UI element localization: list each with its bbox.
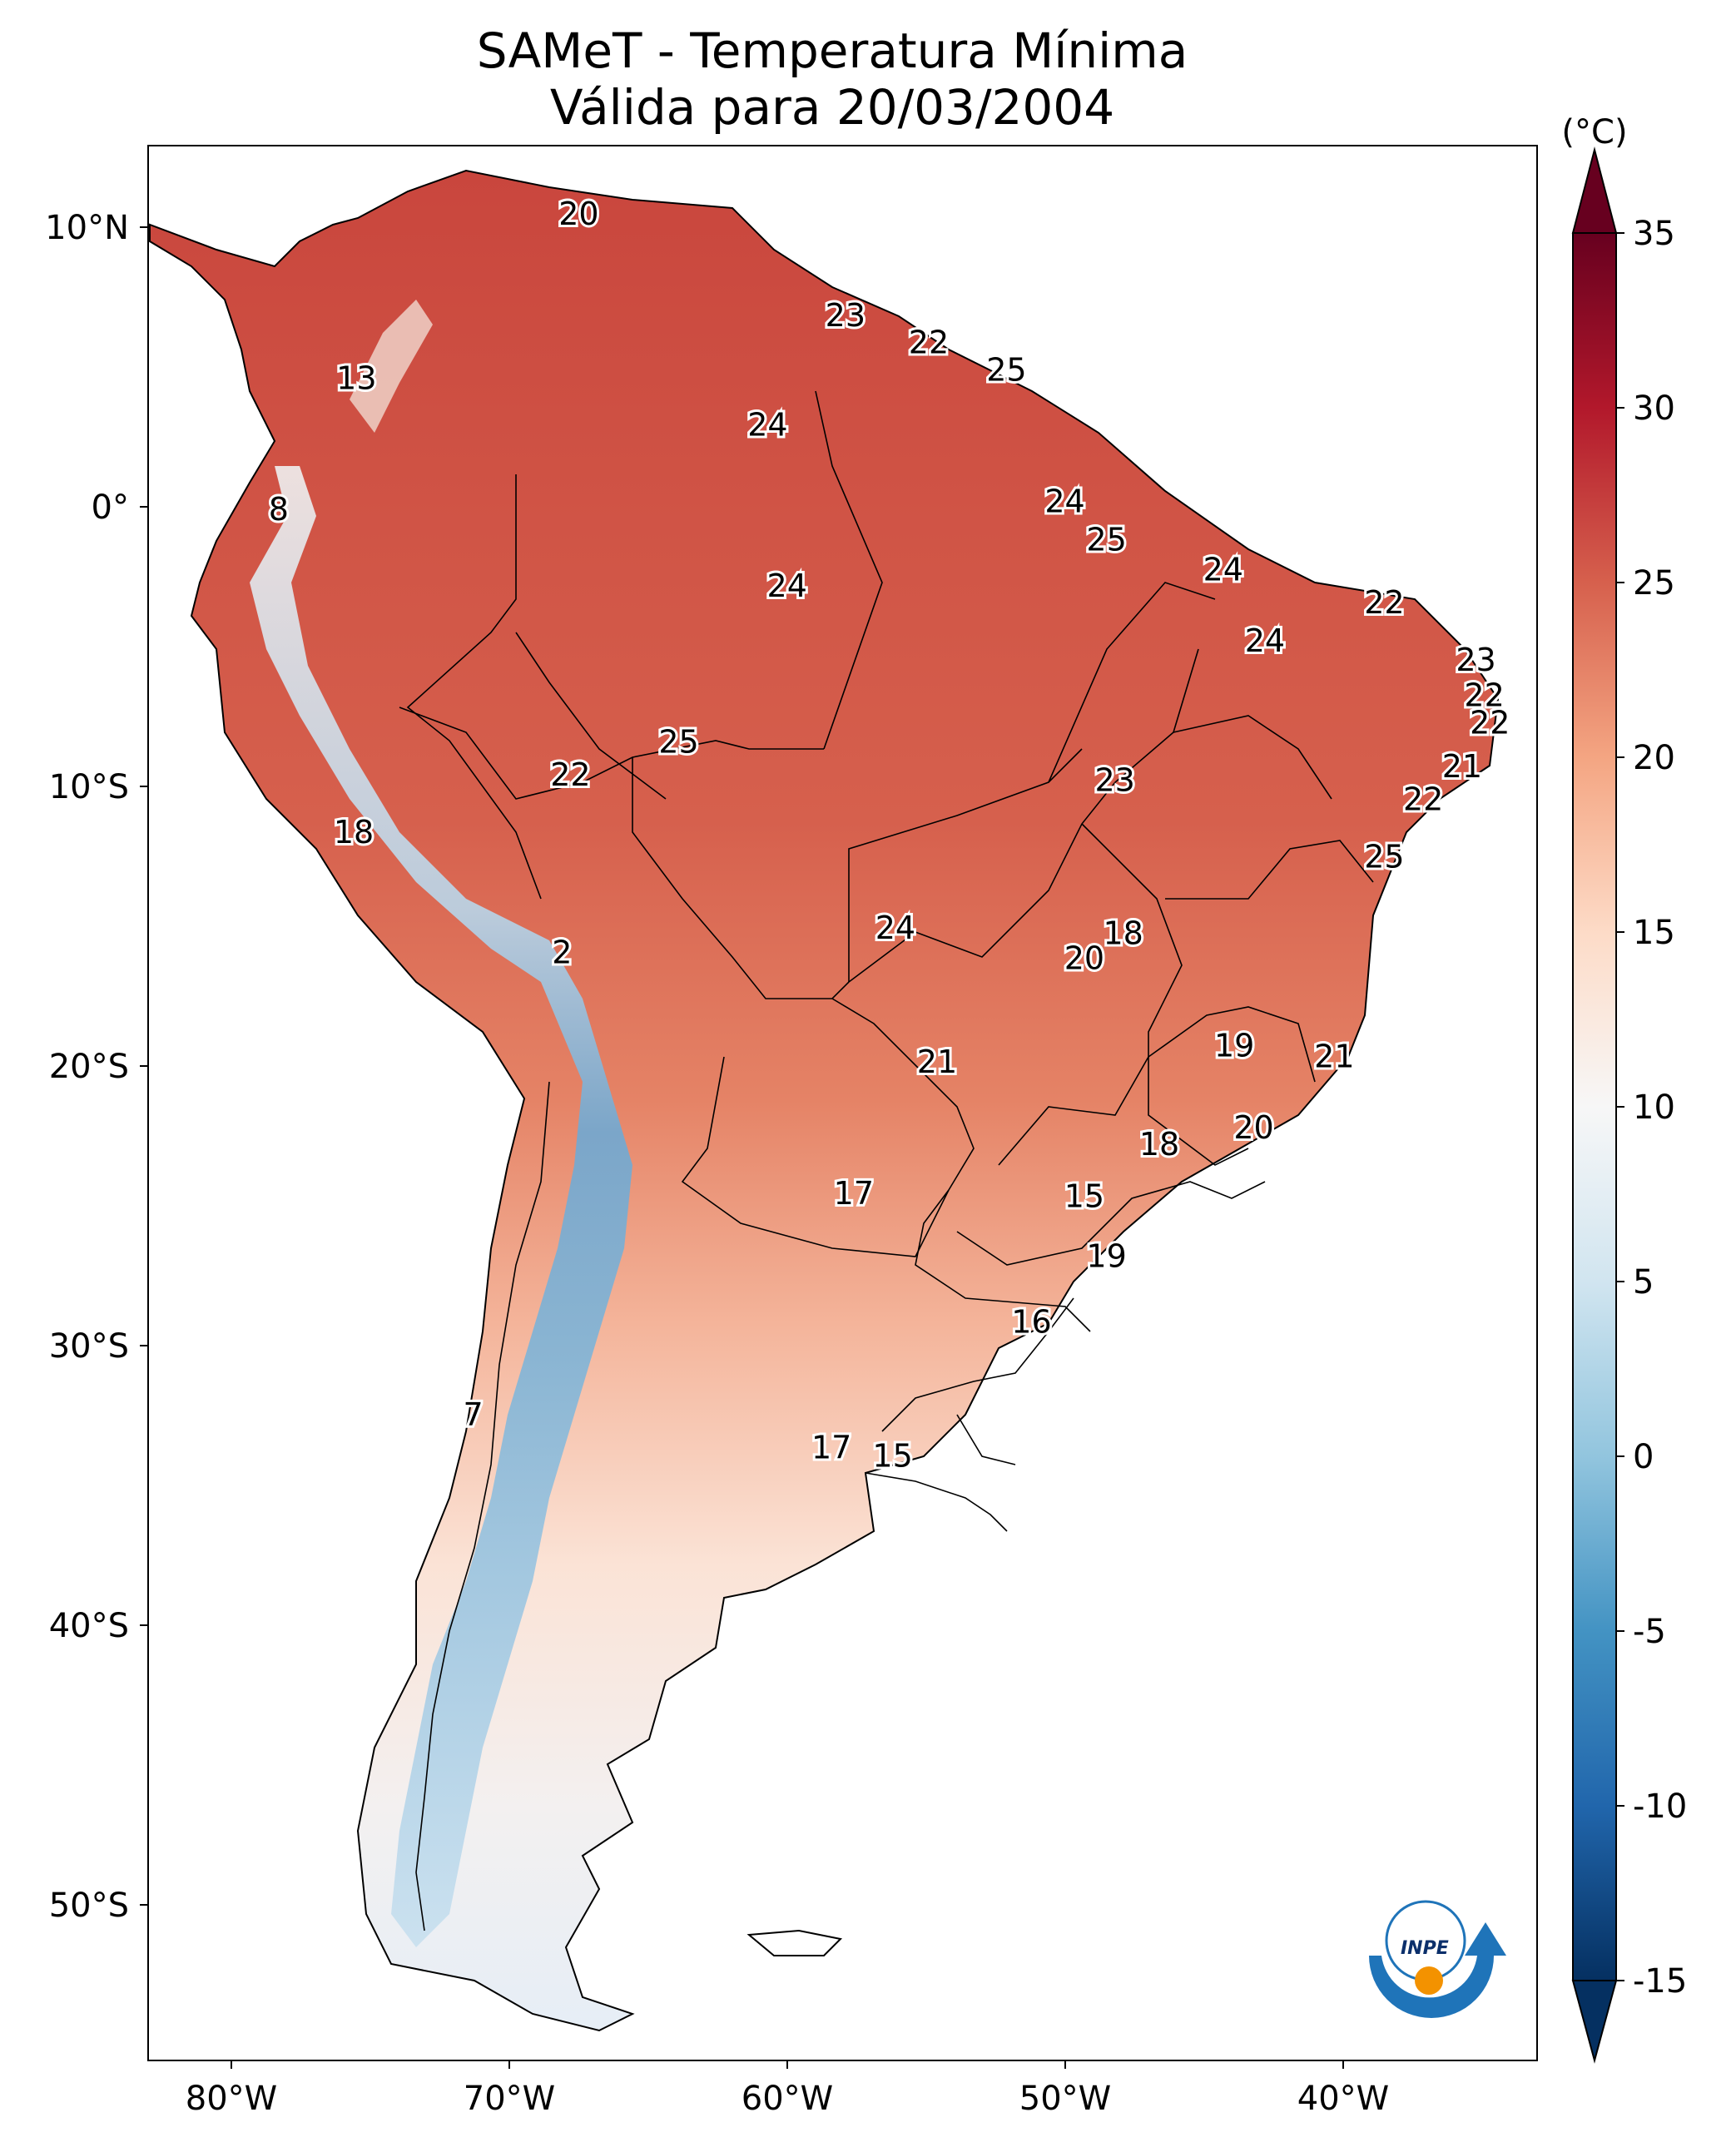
colorbar-unit: (°C) (1561, 113, 1627, 151)
station-temperature-label: 15 (872, 1438, 912, 1475)
lat-tick-label: 50°S (49, 1887, 129, 1925)
colorbar-tick-label: -5 (1633, 1613, 1666, 1651)
station-temperature-label: 25 (658, 724, 698, 761)
station-temperature-label: 15 (1064, 1178, 1104, 1214)
colorbar-tick-label: -15 (1633, 1962, 1687, 2001)
station-temperature-label: 22 (550, 756, 590, 793)
political-borders (399, 390, 1374, 1532)
station-temperature-label: 18 (1103, 915, 1143, 952)
inpe-logo: INPE (1369, 1900, 1506, 2018)
map-frame (147, 145, 1538, 2061)
station-temperature-label: 18 (334, 814, 374, 850)
colorbar-tick-label: 5 (1633, 1263, 1654, 1302)
colorbar-tick-label: 35 (1633, 215, 1675, 253)
colorbar-tick-label: 20 (1633, 739, 1675, 777)
station-temperature-label: 22 (1403, 781, 1443, 818)
station-temperature-label: 23 (1094, 762, 1134, 799)
station-temperature-label: 21 (1442, 748, 1482, 785)
colorbar-bottom-extend (1571, 1980, 1618, 2064)
station-temperature-label: 20 (1064, 940, 1104, 976)
station-temperature-label: 21 (917, 1044, 957, 1080)
station-temperature-label: 20 (558, 196, 598, 232)
lat-tick-label: 10°N (45, 209, 129, 247)
station-temperature-label: 19 (1086, 1238, 1126, 1275)
station-temperature-label: 23 (1456, 642, 1495, 678)
lat-tick-label: 40°S (49, 1607, 129, 1645)
station-temperature-label: 24 (1245, 622, 1285, 659)
station-temperature-label: 19 (1214, 1027, 1254, 1064)
station-temperature-label: 25 (1364, 839, 1404, 875)
logo-text: INPE (1401, 1938, 1449, 1959)
map-title: SAMeT - Temperatura Mínima (476, 22, 1188, 79)
station-temperature-label: 24 (747, 406, 787, 443)
station-temperature-label: 23 (826, 297, 866, 334)
lat-tick-label: 30°S (49, 1327, 129, 1366)
station-temperature-label: 17 (834, 1175, 874, 1212)
colorbar-tick-label: 10 (1633, 1088, 1675, 1127)
station-temperature-label: 22 (1364, 584, 1404, 621)
station-temperature-label: 22 (909, 325, 949, 361)
station-temperature-label: 16 (1011, 1303, 1051, 1340)
colorbar-tick-label: 0 (1633, 1438, 1654, 1476)
station-temperature-label: 2 (552, 935, 572, 971)
temperature-field (149, 169, 1500, 2032)
station-temperature-label: 17 (811, 1430, 851, 1466)
station-temperature-label: 18 (1139, 1126, 1179, 1163)
colorbar-tick-label: 25 (1633, 564, 1675, 602)
lon-tick-label: 40°W (1297, 2080, 1389, 2118)
colombia-highlands (350, 300, 433, 433)
andes-cold-band (250, 466, 632, 1947)
latitude-ticks: 10°N 0° 10°S 20°S 30°S 40°S 50°S (45, 209, 148, 1925)
station-temperature-label: 24 (875, 910, 915, 946)
station-labels: 2013823222524242524242422232222212225232… (266, 193, 1513, 1476)
lat-tick-label: 20°S (49, 1048, 129, 1086)
colorbar-gradient (1572, 232, 1617, 1981)
colorbar-tick-label: -10 (1633, 1788, 1687, 1826)
colorbar-top-extend (1571, 146, 1618, 234)
colorbar: (°C) 35 30 25 20 15 10 5 0 -5 -10 -15 (1561, 113, 1687, 2064)
map-subtitle: Válida para 20/03/2004 (549, 79, 1115, 136)
station-temperature-label: 8 (269, 491, 289, 528)
colorbar-ticks: 35 30 25 20 15 10 5 0 -5 -10 -15 (1616, 215, 1687, 2001)
station-temperature-label: 24 (1044, 483, 1084, 519)
station-temperature-label: 22 (1464, 677, 1504, 714)
lon-tick-label: 60°W (742, 2080, 833, 2118)
station-temperature-label: 25 (986, 352, 1026, 389)
chile-argentina-border (415, 1081, 550, 1931)
station-temperature-label: 7 (463, 1396, 483, 1433)
station-temperature-label: 13 (336, 359, 376, 396)
station-temperature-label: 25 (1086, 521, 1126, 558)
lon-tick-label: 50°W (1019, 2080, 1111, 2118)
colorbar-tick-label: 30 (1633, 389, 1675, 428)
lon-tick-label: 80°W (186, 2080, 277, 2118)
station-temperature-label: 20 (1233, 1109, 1273, 1146)
station-temperature-label: 22 (1470, 705, 1510, 741)
lat-tick-label: 10°S (49, 768, 129, 806)
station-temperature-label: 21 (1314, 1039, 1354, 1075)
falkland-islands (746, 1929, 843, 1956)
lon-tick-label: 70°W (464, 2080, 555, 2118)
lat-tick-label: 0° (92, 488, 129, 527)
station-temperature-label: 24 (1203, 552, 1243, 588)
colorbar-tick-label: 15 (1633, 914, 1675, 952)
longitude-ticks: 80°W 70°W 60°W 50°W 40°W (186, 2060, 1389, 2118)
station-temperature-label: 24 (767, 568, 807, 604)
south-america-landmass (149, 169, 1500, 2032)
